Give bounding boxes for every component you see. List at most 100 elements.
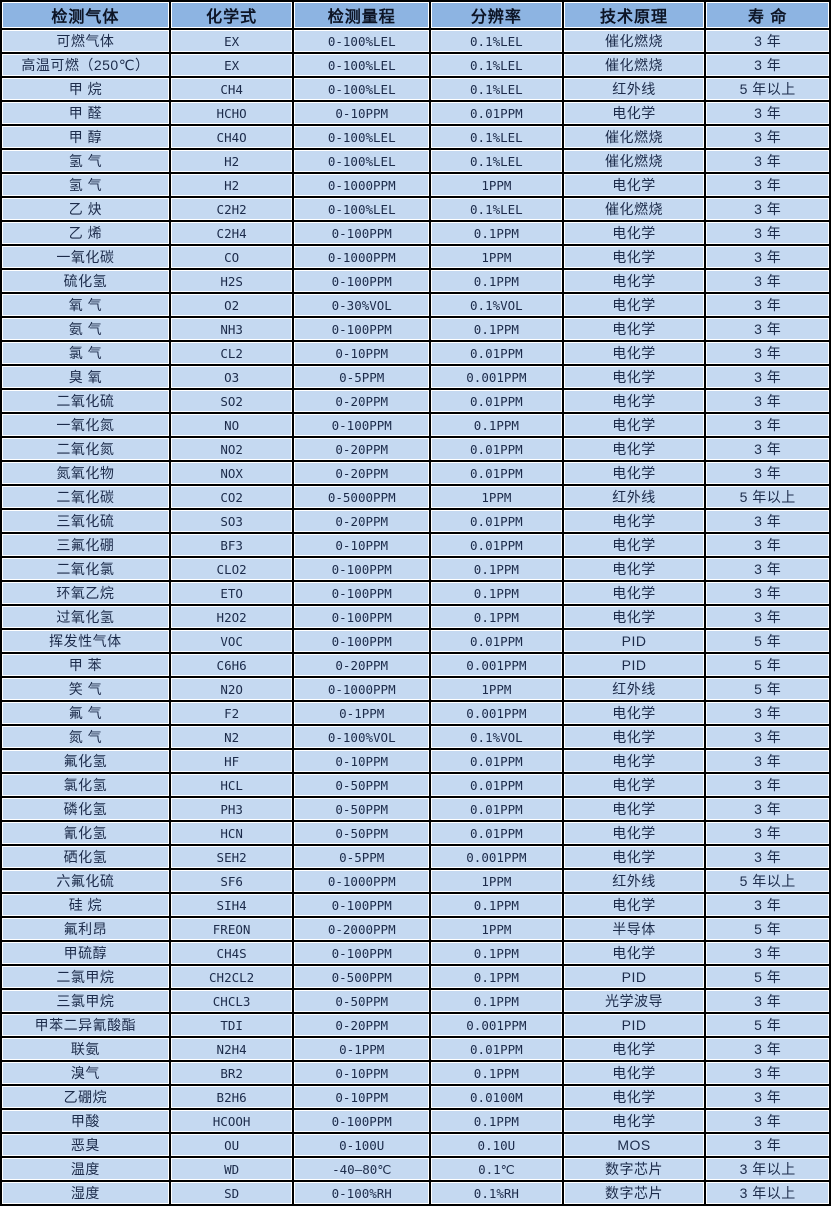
formula-cell: HCL bbox=[170, 774, 293, 796]
formula-cell: EX bbox=[170, 30, 293, 52]
gas-name-cell: 乙硼烷 bbox=[2, 1086, 169, 1108]
formula-cell: H2 bbox=[170, 174, 293, 196]
range-cell: 0-500PPM bbox=[294, 966, 430, 988]
formula-cell: SO2 bbox=[170, 390, 293, 412]
resolution-cell: 0.01PPM bbox=[431, 462, 562, 484]
formula-cell: O2 bbox=[170, 294, 293, 316]
gas-name-cell: 过氧化氢 bbox=[2, 606, 169, 628]
resolution-cell: 0.0100M bbox=[431, 1086, 562, 1108]
lifespan-cell: 3 年 bbox=[706, 246, 829, 268]
principle-cell: 电化学 bbox=[563, 606, 705, 628]
range-cell: 0-100PPM bbox=[294, 894, 430, 916]
lifespan-cell: 3 年以上 bbox=[706, 1182, 829, 1204]
range-cell: 0-100%LEL bbox=[294, 30, 430, 52]
lifespan-cell: 3 年 bbox=[706, 150, 829, 172]
principle-cell: 电化学 bbox=[563, 774, 705, 796]
principle-cell: 电化学 bbox=[563, 822, 705, 844]
resolution-cell: 0.1PPM bbox=[431, 558, 562, 580]
lifespan-cell: 3 年 bbox=[706, 102, 829, 124]
lifespan-cell: 3 年 bbox=[706, 822, 829, 844]
lifespan-cell: 3 年 bbox=[706, 726, 829, 748]
principle-cell: 电化学 bbox=[563, 534, 705, 556]
principle-cell: 红外线 bbox=[563, 486, 705, 508]
principle-cell: 电化学 bbox=[563, 510, 705, 532]
column-header: 检测量程 bbox=[294, 2, 430, 28]
table-row: 过氧化氢 H2O2 0-100PPM 0.1PPM 电化学 3 年 bbox=[2, 606, 829, 628]
gas-name-cell: 甲 烷 bbox=[2, 78, 169, 100]
formula-cell: C2H4 bbox=[170, 222, 293, 244]
table-row: 甲 醛 HCHO 0-10PPM 0.01PPM 电化学 3 年 bbox=[2, 102, 829, 124]
resolution-cell: 0.01PPM bbox=[431, 534, 562, 556]
range-cell: 0-100PPM bbox=[294, 1110, 430, 1132]
principle-cell: 电化学 bbox=[563, 846, 705, 868]
formula-cell: CH4 bbox=[170, 78, 293, 100]
gas-name-cell: 氢 气 bbox=[2, 174, 169, 196]
principle-cell: 电化学 bbox=[563, 270, 705, 292]
gas-name-cell: 硅 烷 bbox=[2, 894, 169, 916]
resolution-cell: 0.1PPM bbox=[431, 414, 562, 436]
gas-name-cell: 一氧化氮 bbox=[2, 414, 169, 436]
formula-cell: OU bbox=[170, 1134, 293, 1156]
resolution-cell: 0.1%LEL bbox=[431, 30, 562, 52]
table-row: 一氧化碳 CO 0-1000PPM 1PPM 电化学 3 年 bbox=[2, 246, 829, 268]
principle-cell: 数字芯片 bbox=[563, 1158, 705, 1180]
range-cell: 0-100PPM bbox=[294, 558, 430, 580]
resolution-cell: 0.1%LEL bbox=[431, 126, 562, 148]
range-cell: 0-100%LEL bbox=[294, 126, 430, 148]
range-cell: 0-5PPM bbox=[294, 366, 430, 388]
gas-name-cell: 氯 气 bbox=[2, 342, 169, 364]
formula-cell: F2 bbox=[170, 702, 293, 724]
range-cell: 0-10PPM bbox=[294, 102, 430, 124]
resolution-cell: 1PPM bbox=[431, 678, 562, 700]
formula-cell: CO bbox=[170, 246, 293, 268]
resolution-cell: 0.001PPM bbox=[431, 702, 562, 724]
gas-name-cell: 氟 气 bbox=[2, 702, 169, 724]
range-cell: 0-1000PPM bbox=[294, 246, 430, 268]
principle-cell: 催化燃烧 bbox=[563, 150, 705, 172]
resolution-cell: 0.1PPM bbox=[431, 582, 562, 604]
lifespan-cell: 5 年 bbox=[706, 678, 829, 700]
table-row: 硫化氢 H2S 0-100PPM 0.1PPM 电化学 3 年 bbox=[2, 270, 829, 292]
resolution-cell: 0.1%LEL bbox=[431, 198, 562, 220]
table-row: 一氧化氮 NO 0-100PPM 0.1PPM 电化学 3 年 bbox=[2, 414, 829, 436]
principle-cell: 催化燃烧 bbox=[563, 30, 705, 52]
formula-cell: SD bbox=[170, 1182, 293, 1204]
gas-name-cell: 氟化氢 bbox=[2, 750, 169, 772]
lifespan-cell: 3 年 bbox=[706, 54, 829, 76]
lifespan-cell: 3 年 bbox=[706, 390, 829, 412]
formula-cell: CL2 bbox=[170, 342, 293, 364]
table-row: 硅 烷 SIH4 0-100PPM 0.1PPM 电化学 3 年 bbox=[2, 894, 829, 916]
table-row: 甲硫醇 CH4S 0-100PPM 0.1PPM 电化学 3 年 bbox=[2, 942, 829, 964]
lifespan-cell: 5 年以上 bbox=[706, 486, 829, 508]
resolution-cell: 0.01PPM bbox=[431, 798, 562, 820]
gas-name-cell: 氰化氢 bbox=[2, 822, 169, 844]
resolution-cell: 0.1%LEL bbox=[431, 78, 562, 100]
range-cell: 0-1PPM bbox=[294, 702, 430, 724]
gas-name-cell: 六氟化硫 bbox=[2, 870, 169, 892]
range-cell: 0-10PPM bbox=[294, 1086, 430, 1108]
principle-cell: 红外线 bbox=[563, 78, 705, 100]
resolution-cell: 0.01PPM bbox=[431, 342, 562, 364]
principle-cell: 红外线 bbox=[563, 678, 705, 700]
range-cell: 0-100PPM bbox=[294, 318, 430, 340]
principle-cell: 电化学 bbox=[563, 942, 705, 964]
range-cell: 0-1000PPM bbox=[294, 678, 430, 700]
principle-cell: 电化学 bbox=[563, 414, 705, 436]
resolution-cell: 0.01PPM bbox=[431, 1038, 562, 1060]
range-cell: 0-100%RH bbox=[294, 1182, 430, 1204]
lifespan-cell: 3 年 bbox=[706, 342, 829, 364]
table-row: 臭 氧 O3 0-5PPM 0.001PPM 电化学 3 年 bbox=[2, 366, 829, 388]
table-row: 笑 气 N2O 0-1000PPM 1PPM 红外线 5 年 bbox=[2, 678, 829, 700]
formula-cell: SIH4 bbox=[170, 894, 293, 916]
range-cell: 0-50PPM bbox=[294, 822, 430, 844]
resolution-cell: 0.01PPM bbox=[431, 510, 562, 532]
formula-cell: CH2CL2 bbox=[170, 966, 293, 988]
range-cell: 0-10PPM bbox=[294, 342, 430, 364]
resolution-cell: 0.01PPM bbox=[431, 102, 562, 124]
range-cell: 0-100%LEL bbox=[294, 54, 430, 76]
range-cell: -40—80℃ bbox=[294, 1158, 430, 1180]
range-cell: 0-10PPM bbox=[294, 534, 430, 556]
table-row: 甲 苯 C6H6 0-20PPM 0.001PPM PID 5 年 bbox=[2, 654, 829, 676]
principle-cell: 电化学 bbox=[563, 294, 705, 316]
resolution-cell: 0.1%LEL bbox=[431, 150, 562, 172]
